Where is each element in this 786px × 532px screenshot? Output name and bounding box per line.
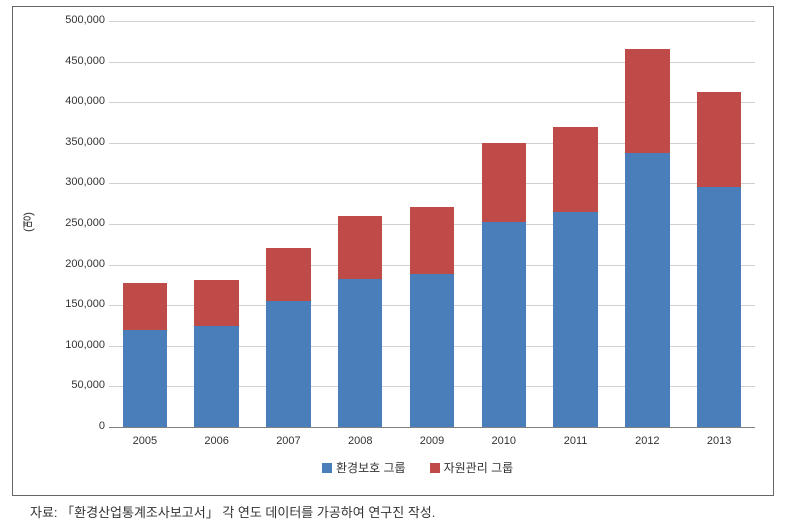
bar-segment (266, 248, 311, 302)
bar-segment (410, 207, 455, 274)
plot-area (109, 21, 755, 427)
ytick-label: 450,000 (45, 55, 105, 67)
x-category-label: 2010 (468, 435, 540, 447)
bar-group (266, 21, 311, 427)
legend-label: 자원관리 그룹 (444, 459, 514, 476)
bar-group (338, 21, 383, 427)
ytick-label: 0 (45, 420, 105, 432)
x-category-label: 2012 (611, 435, 683, 447)
ytick-label: 150,000 (45, 298, 105, 310)
bar-segment (553, 127, 598, 211)
legend-swatch (430, 463, 440, 473)
ytick-label: 350,000 (45, 136, 105, 148)
chart-container: (명) 환경보호 그룹 자원관리 그룹 0 50,000 100,000 150,000… (0, 0, 786, 532)
y-axis-label: (명) (19, 212, 36, 232)
x-category-label: 2013 (683, 435, 755, 447)
legend-item: 자원관리 그룹 (430, 459, 514, 476)
bar-segment (625, 153, 670, 427)
x-category-label: 2006 (181, 435, 253, 447)
bar-group (194, 21, 239, 427)
bar-segment (123, 283, 168, 329)
ytick-label: 300,000 (45, 176, 105, 188)
ytick-label: 400,000 (45, 95, 105, 107)
legend-item: 환경보호 그룹 (322, 459, 406, 476)
ytick-label: 100,000 (45, 339, 105, 351)
ytick-label: 250,000 (45, 217, 105, 229)
bar-segment (338, 279, 383, 427)
ytick-label: 500,000 (45, 14, 105, 26)
bar-segment (697, 92, 742, 187)
source-text: 자료: 「환경산업통계조사보고서」 각 연도 데이터를 가공하여 연구진 작성. (30, 502, 435, 521)
bar-group (410, 21, 455, 427)
x-axis (109, 427, 755, 428)
bar-segment (194, 280, 239, 325)
x-category-label: 2009 (396, 435, 468, 447)
legend-swatch (322, 463, 332, 473)
bar-segment (482, 143, 527, 223)
bar-segment (123, 330, 168, 427)
bar-segment (410, 274, 455, 427)
bar-group (625, 21, 670, 427)
x-category-label: 2005 (109, 435, 181, 447)
x-category-label: 2008 (324, 435, 396, 447)
ytick-label: 50,000 (45, 379, 105, 391)
bar-segment (338, 216, 383, 279)
legend: 환경보호 그룹 자원관리 그룹 (322, 459, 513, 476)
bar-segment (482, 222, 527, 427)
legend-label: 환경보호 그룹 (336, 459, 406, 476)
bar-segment (553, 212, 598, 427)
bar-group (697, 21, 742, 427)
bar-segment (697, 187, 742, 427)
chart-box: (명) 환경보호 그룹 자원관리 그룹 0 50,000 100,000 150,000… (12, 6, 774, 496)
bar-group (123, 21, 168, 427)
ytick-label: 200,000 (45, 258, 105, 270)
bar-segment (625, 49, 670, 154)
bar-segment (266, 301, 311, 427)
bar-segment (194, 326, 239, 428)
bar-group (553, 21, 598, 427)
x-category-label: 2011 (540, 435, 612, 447)
bar-group (482, 21, 527, 427)
x-category-label: 2007 (253, 435, 325, 447)
